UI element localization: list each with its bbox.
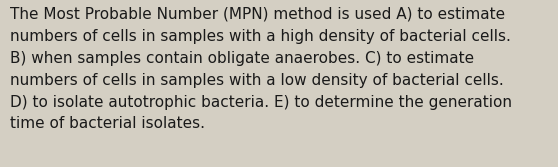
Text: The Most Probable Number (MPN) method is used A) to estimate
numbers of cells in: The Most Probable Number (MPN) method is… [10,7,512,131]
